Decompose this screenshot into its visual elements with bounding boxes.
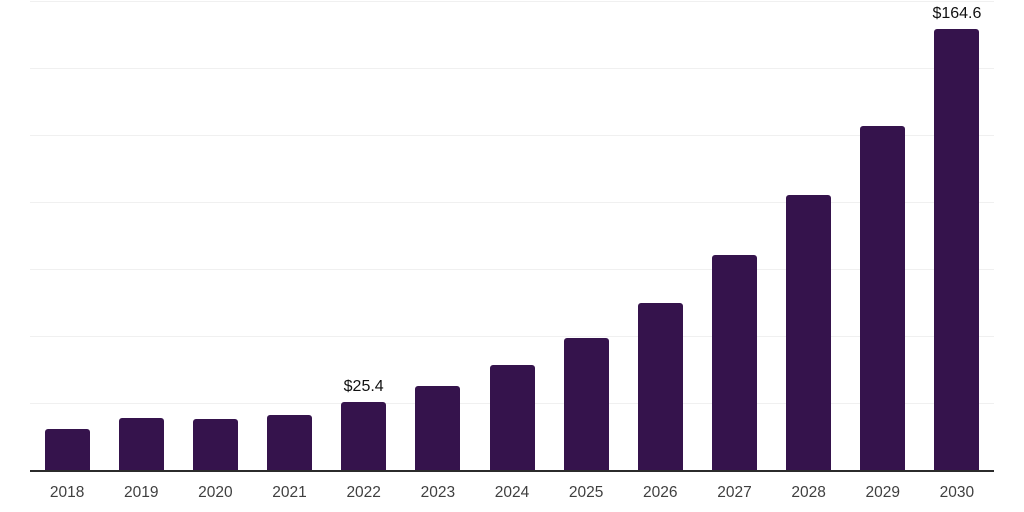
- bar-2021: [267, 415, 313, 470]
- gridline: [30, 68, 994, 69]
- bar-2024: [489, 364, 535, 470]
- x-tick-label: 2023: [420, 484, 456, 501]
- bar-2023: [415, 386, 461, 470]
- x-axis-line: [30, 470, 994, 472]
- bar-value-label: $164.6: [932, 4, 982, 22]
- gridline: [30, 269, 994, 270]
- x-tick-label: 2021: [272, 484, 307, 501]
- gridline: [30, 202, 994, 203]
- x-tick-label: 2018: [49, 484, 85, 501]
- gridline: [30, 336, 994, 337]
- x-tick-label: 2019: [123, 484, 159, 501]
- bar-2030: [934, 28, 980, 470]
- bar-2025: [563, 337, 609, 470]
- plot-area: 2018 2019 2020 2021 2022 $25.4 2023 2024 2025 202…: [30, 0, 994, 512]
- x-tick-label: 2027: [717, 484, 752, 501]
- x-tick-label: 2029: [865, 484, 900, 501]
- bar-2022: [341, 401, 387, 470]
- gridline: [30, 135, 994, 136]
- bar-2028: [786, 195, 832, 470]
- x-tick-label: 2020: [198, 484, 233, 501]
- x-tick-label: 2024: [494, 484, 530, 501]
- bar-2029: [860, 126, 906, 470]
- bar-2019: [118, 418, 164, 470]
- x-tick-label: 2025: [568, 484, 604, 501]
- bar-2018: [44, 428, 90, 470]
- x-tick-label: 2026: [643, 484, 678, 501]
- x-tick-label: 2030: [939, 484, 975, 501]
- bar-2026: [637, 302, 683, 470]
- x-tick-label: 2022: [346, 484, 381, 501]
- gridline: [30, 1, 994, 2]
- bar-2027: [711, 255, 757, 470]
- x-tick-label: 2028: [791, 484, 826, 501]
- bar-2020: [192, 419, 238, 470]
- bar-value-label: $25.4: [343, 377, 384, 395]
